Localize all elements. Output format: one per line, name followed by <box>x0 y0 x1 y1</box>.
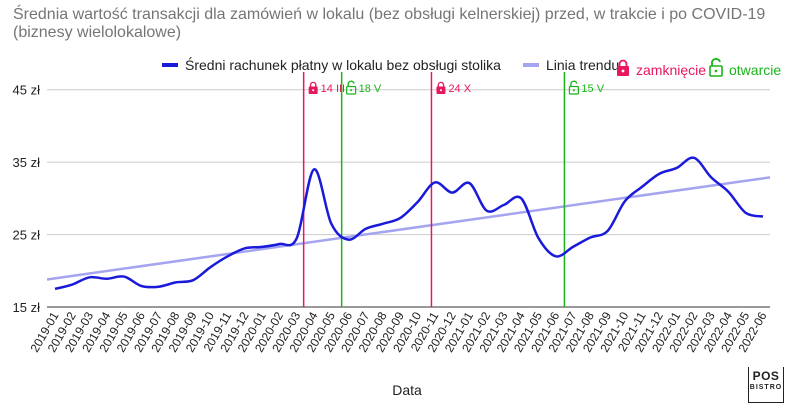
lock-closed-icon <box>308 81 318 94</box>
legend-label: otwarcie <box>729 62 781 78</box>
logo-line-1: POS <box>752 369 780 383</box>
legend-label: Średni rachunek płatny w lokalu bez obsł… <box>185 56 501 73</box>
trend-line <box>46 176 771 281</box>
y-tick-label: 45 zł <box>13 83 41 98</box>
event-label: 15 V <box>581 83 604 95</box>
event-label: 18 V <box>359 83 382 95</box>
legend-swatch <box>162 63 178 67</box>
event-lines: 14 III 18 V 24 X 15 V <box>302 72 605 307</box>
legend: Średni rachunek płatny w lokalu bez obsł… <box>162 56 781 78</box>
y-tick-label: 15 zł <box>13 300 41 315</box>
chart-title: Średnia wartość transakcji dla zamówień … <box>13 6 766 41</box>
lock-closed-icon <box>617 59 629 76</box>
event-label: 24 X <box>448 83 471 95</box>
series-lines <box>54 156 764 291</box>
x-axis-label: Data <box>392 382 422 398</box>
legend-label: Linia trendu <box>546 57 619 73</box>
y-tick-label: 25 zł <box>13 228 41 243</box>
y-tick-label: 35 zł <box>13 155 41 170</box>
legend-label: zamknięcie <box>636 62 706 78</box>
x-axis: 2019-012019-022019-032019-042019-052019-… <box>27 309 769 354</box>
lock-closed-icon <box>436 81 446 94</box>
y-axis: 15 zł 25 zł 35 zł 45 zł <box>13 83 41 315</box>
posbistro-logo: POS BISTRO <box>748 367 784 403</box>
event-label: 14 III <box>321 83 345 95</box>
trend-line-path <box>46 176 771 281</box>
series-line <box>54 156 764 291</box>
lock-open-icon <box>568 80 580 95</box>
logo-line-2: BISTRO <box>749 384 783 391</box>
lock-open-icon <box>709 58 723 77</box>
gridlines <box>47 89 770 308</box>
legend-swatch <box>523 63 539 67</box>
lock-open-icon <box>346 80 357 95</box>
